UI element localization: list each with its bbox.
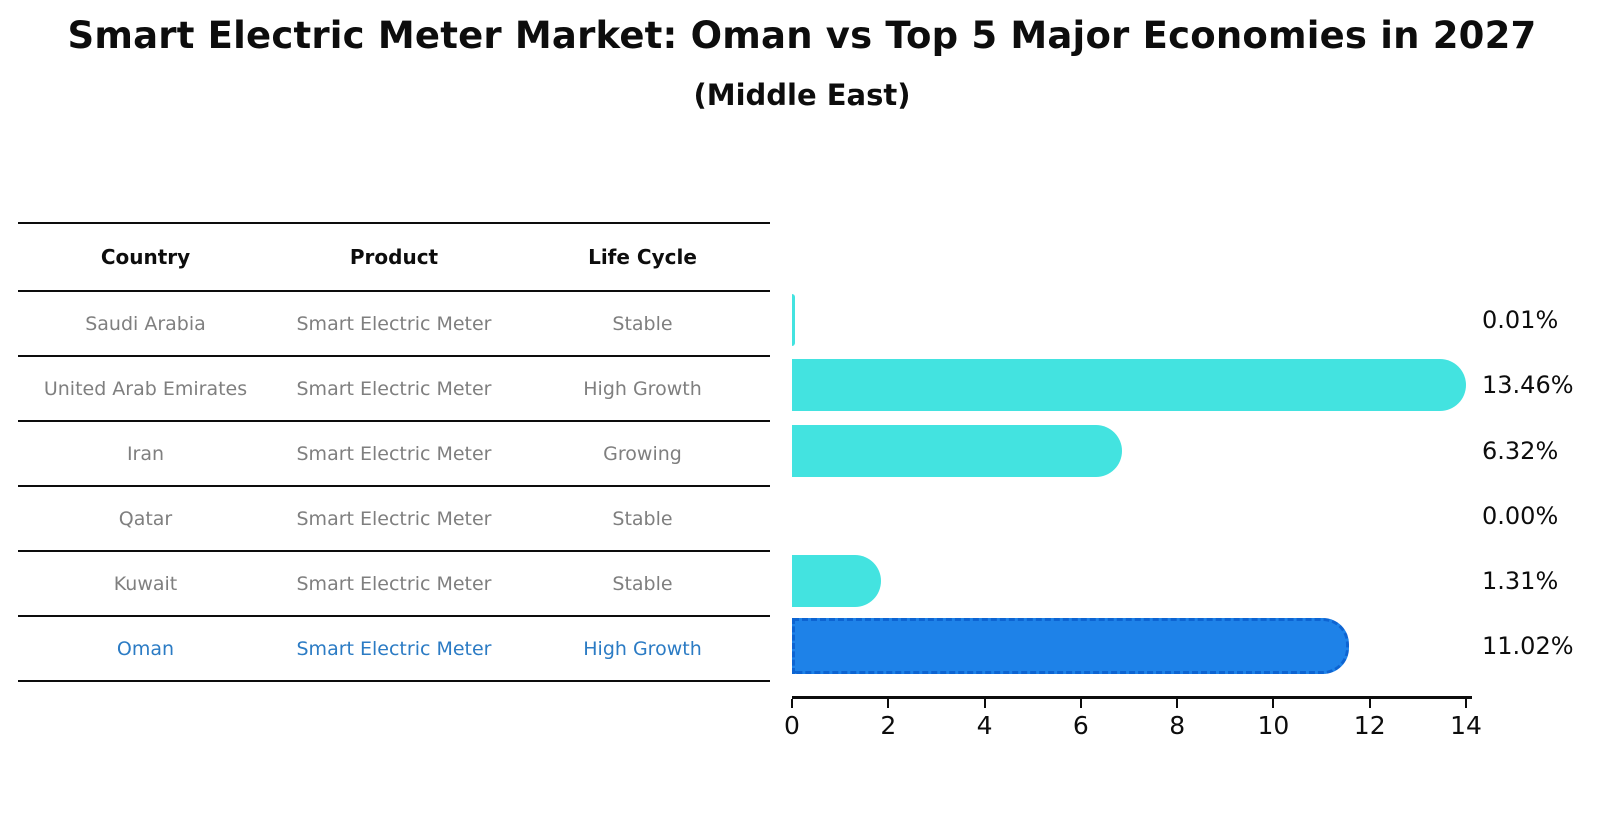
bar-saudi-arabia — [792, 294, 795, 346]
product-cell: Smart Electric Meter — [296, 507, 492, 530]
x-axis-tick-label: 6 — [1072, 711, 1089, 740]
country-cell: Oman — [116, 637, 175, 660]
x-axis-tick-label: 2 — [880, 711, 897, 740]
x-axis-tick-label: 10 — [1257, 711, 1290, 740]
bar-row — [792, 614, 1466, 679]
x-axis-tick — [1272, 699, 1275, 708]
x-axis-tick — [983, 699, 986, 708]
life-cycle-cell: Growing — [603, 442, 682, 465]
column-header-product: Product — [349, 245, 439, 269]
x-axis-tick — [1368, 699, 1371, 708]
table-row-uae: United Arab Emirates Smart Electric Mete… — [18, 357, 770, 422]
product-cell: Smart Electric Meter — [296, 637, 492, 660]
bar-row — [792, 419, 1466, 484]
table-row-saudi-arabia: Saudi Arabia Smart Electric Meter Stable — [18, 292, 770, 357]
life-cycle-cell: Stable — [612, 507, 673, 530]
table-row-kuwait: Kuwait Smart Electric Meter Stable — [18, 552, 770, 617]
product-cell: Smart Electric Meter — [296, 312, 492, 335]
product-cell: Smart Electric Meter — [296, 572, 492, 595]
bar-row — [792, 288, 1466, 353]
bar-row — [792, 549, 1466, 614]
life-cycle-cell: High Growth — [583, 637, 702, 660]
value-label-kuwait: 1.31% — [1482, 567, 1559, 596]
x-axis-tick — [791, 699, 793, 708]
value-label-uae: 13.46% — [1482, 371, 1574, 400]
column-header-life-cycle: Life Cycle — [588, 245, 697, 269]
country-cell: Iran — [126, 442, 165, 465]
bar-iran — [792, 424, 1123, 477]
life-cycle-cell: Stable — [612, 312, 673, 335]
table-row-qatar: Qatar Smart Electric Meter Stable — [18, 487, 770, 552]
life-cycle-cell: High Growth — [583, 377, 702, 400]
value-label-qatar: 0.00% — [1482, 501, 1559, 530]
column-header-country: Country — [100, 245, 191, 269]
bar-row — [792, 484, 1466, 549]
x-axis-tick-label: 14 — [1450, 711, 1482, 740]
x-axis-tick-label: 4 — [976, 711, 993, 740]
country-cell: United Arab Emirates — [43, 377, 248, 400]
chart-title: Smart Electric Meter Market: Oman vs Top… — [67, 14, 1537, 57]
x-axis-tick — [1079, 699, 1082, 708]
value-label-saudi-arabia: 0.01% — [1482, 306, 1559, 334]
table-row-oman: Oman Smart Electric Meter High Growth — [18, 617, 770, 682]
value-label-oman: 11.02% — [1482, 632, 1574, 661]
country-cell: Kuwait — [113, 572, 178, 595]
x-axis-tick — [1465, 699, 1467, 708]
chart-subtitle: (Middle East) — [693, 78, 911, 112]
country-table: Country Product Life Cycle Saudi Arabia … — [18, 222, 770, 682]
value-label-iran: 6.32% — [1482, 436, 1559, 465]
value-label-column: 0.01% 13.46% 6.32% 0.00% 1.31% 11.02% — [1482, 288, 1602, 680]
bar-oman — [792, 618, 1349, 675]
product-cell: Smart Electric Meter — [296, 377, 492, 400]
x-axis-tick — [887, 699, 890, 708]
life-cycle-cell: Stable — [612, 572, 673, 595]
country-cell: Qatar — [118, 507, 173, 530]
x-axis: 0 2 4 6 8 10 12 14 — [784, 696, 1482, 749]
bar-row — [792, 353, 1466, 418]
x-axis-tick-label: 12 — [1353, 711, 1386, 740]
country-cell: Saudi Arabia — [85, 312, 206, 335]
bar-uae — [792, 359, 1466, 412]
product-cell: Smart Electric Meter — [296, 442, 492, 465]
x-axis-tick-label: 0 — [784, 711, 800, 740]
bar-kuwait — [792, 555, 882, 608]
x-axis-tick-label: 8 — [1169, 711, 1186, 740]
table-header-row: Country Product Life Cycle — [18, 224, 770, 292]
x-axis-tick — [1176, 699, 1179, 708]
bar-plot-area — [792, 288, 1466, 680]
table-row-iran: Iran Smart Electric Meter Growing — [18, 422, 770, 487]
